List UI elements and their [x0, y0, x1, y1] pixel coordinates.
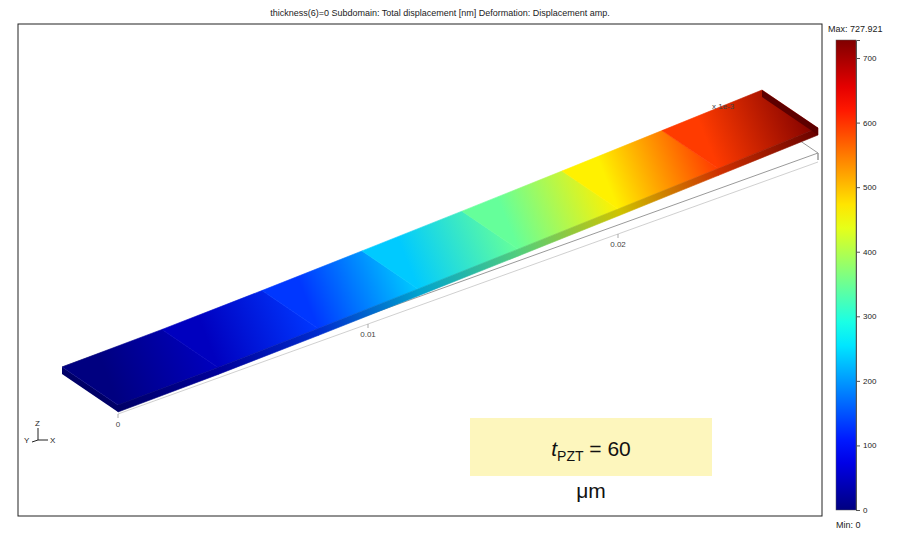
- colorbar-tick: 100: [856, 441, 877, 450]
- triad-axis: [38, 440, 48, 441]
- colorbar-tick-mark: [856, 510, 860, 511]
- colorbar-tick: 200: [856, 377, 877, 386]
- colorbar-tick-label: 500: [863, 183, 877, 192]
- annotation-text: μm: [576, 479, 606, 502]
- triad-axis: [38, 428, 39, 440]
- colorbar-tick: 400: [856, 248, 877, 257]
- x-tick-label: 0.01: [360, 330, 376, 339]
- colorbar-axis-line: [857, 41, 861, 511]
- colorbar-tick-mark: [856, 445, 860, 446]
- colorbar-tick-label: 400: [863, 248, 877, 257]
- colorbar-tick: 300: [856, 312, 877, 321]
- axis-scale-label: x 1e-3: [712, 102, 735, 111]
- colorbar-tick-mark: [856, 381, 860, 382]
- front-face-slice: [218, 329, 318, 375]
- surface-slice: [662, 90, 818, 169]
- min-label: Min: 0: [836, 520, 861, 530]
- x-tick: [618, 234, 619, 238]
- title: thickness(6)=0 Subdomain: Total displace…: [270, 8, 610, 18]
- triad-label: X: [50, 436, 56, 445]
- colorbar-tick-mark: [856, 123, 860, 124]
- front-face-slice: [618, 169, 718, 216]
- triad-label: Y: [24, 436, 30, 445]
- colorbar-tick-mark: [856, 58, 860, 59]
- triad-label: Z: [35, 419, 40, 428]
- annotation-text: = 60: [584, 437, 631, 460]
- colorbar-tick: 600: [856, 119, 877, 128]
- colorbar-tick-mark: [856, 187, 860, 188]
- x-tick: [368, 324, 369, 328]
- colorbar-tick-label: 200: [863, 377, 877, 386]
- colorbar-tick-mark: [856, 252, 860, 253]
- end-face: [762, 90, 818, 135]
- x-tick-label: 0: [116, 420, 121, 429]
- annotation-subscript: PZT: [557, 448, 584, 464]
- front-face-slice: [418, 249, 518, 296]
- colorbar-tick: 0: [856, 506, 868, 515]
- plot-area: [62, 90, 818, 412]
- colorbar-tick: 700: [856, 54, 877, 63]
- colorbar-axis: 0 100 200 300 400 500 600 700: [856, 41, 877, 516]
- colorbar-tick-mark: [856, 316, 860, 317]
- annotation: tPZT = 60: [551, 437, 631, 464]
- colorbar-tick-label: 0: [863, 506, 868, 515]
- colorbar-tick-label: 600: [863, 119, 877, 128]
- colorbar-tick-label: 100: [863, 441, 877, 450]
- front-face-slice: [518, 209, 618, 256]
- colorbar-tick-label: 300: [863, 312, 877, 321]
- front-face-slice: [318, 289, 418, 336]
- triad-axis: [32, 440, 38, 442]
- max-label: Max: 727.921: [828, 24, 883, 34]
- colorbar: [836, 40, 856, 510]
- colorbar-tick-label: 700: [863, 54, 877, 63]
- x-axis-line: [118, 162, 818, 414]
- x-tick-label: 0.02: [610, 240, 626, 249]
- axes-triad: YZ X: [24, 419, 56, 445]
- annotation-box: [470, 418, 712, 476]
- front-face-slice: [118, 367, 218, 412]
- front-face-slice: [718, 128, 818, 176]
- plot-frame: [18, 24, 822, 516]
- colorbar-tick: 500: [856, 183, 877, 192]
- x-tick: [118, 414, 119, 418]
- chart: thickness(6)=0 Subdomain: Total displace…: [0, 0, 904, 535]
